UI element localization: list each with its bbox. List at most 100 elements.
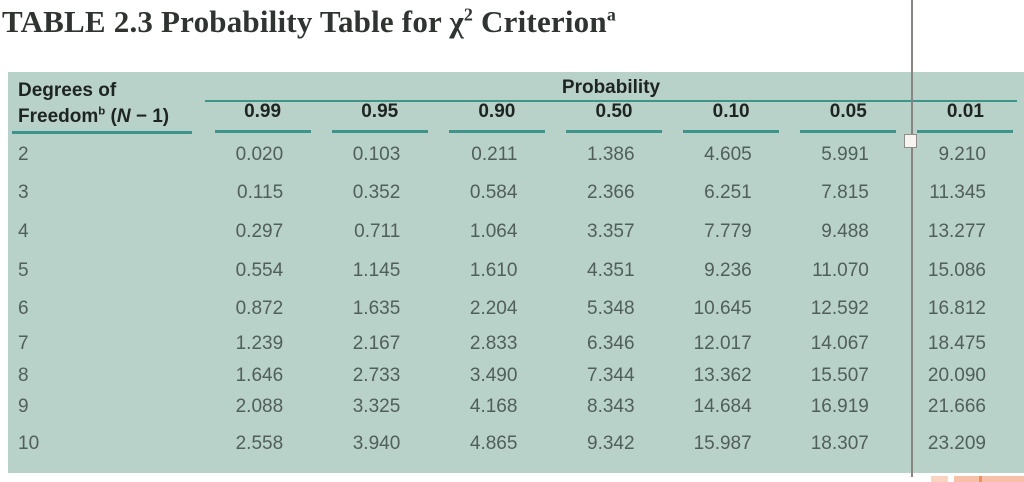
column-underline: [331, 130, 428, 133]
highlight-fragment: [979, 476, 982, 482]
value-cell: 0.352: [352, 182, 401, 203]
value-cell: 12.017: [693, 332, 752, 354]
df-cell: 3: [18, 182, 29, 203]
value-cell: 0.872: [235, 297, 284, 319]
value-cell: 1.386: [587, 143, 635, 165]
column-header-row: 0.99 0.95 0.90 0.50 0.10 0.05 0.01: [204, 100, 1024, 133]
highlight-fragment: [931, 476, 948, 482]
table-body: 2 0.020 0.103 0.211 1.386 4.605 5.991 9.…: [8, 135, 1024, 466]
value-cell: 7.779: [704, 220, 752, 242]
value-cell: 7.815: [821, 182, 869, 203]
value-cell: 0.115: [237, 182, 284, 203]
chi-exponent: 2: [463, 4, 474, 25]
value-cell: 9.342: [587, 433, 635, 454]
value-cell: 15.086: [927, 259, 986, 281]
value-cell: 9.488: [821, 220, 869, 242]
value-cell: 2.833: [469, 332, 518, 354]
value-cell: 12.592: [810, 297, 869, 319]
value-cell: 0.211: [471, 143, 518, 165]
value-cell: 4.605: [704, 143, 752, 165]
table-row: 4 0.297 0.711 1.064 3.357 7.779 9.488 13…: [8, 212, 1024, 251]
value-cell: 16.919: [810, 395, 869, 417]
value-cell: 18.475: [927, 332, 986, 354]
column-underline: [917, 130, 1014, 133]
page-title: TABLE 2.3 Probability Table for χ2 Crite…: [2, 4, 882, 40]
column-header: 0.95: [321, 100, 438, 133]
value-cell: 23.209: [927, 433, 986, 454]
value-cell: 3.940: [352, 433, 401, 454]
value-cell: 15.507: [810, 364, 869, 386]
value-cell: 2.366: [587, 182, 635, 203]
title-text: Criterion: [473, 4, 607, 39]
value-cell: 3.325: [352, 395, 401, 417]
value-cell: 0.584: [469, 182, 518, 203]
column-underline: [683, 130, 780, 133]
column-underline: [565, 130, 663, 133]
value-cell: 2.204: [469, 297, 518, 319]
value-cell: 2.733: [352, 364, 401, 386]
value-cell: 10.645: [693, 297, 752, 319]
table-row: 8 1.646 2.733 3.490 7.344 13.362 15.507 …: [8, 360, 1024, 391]
df-cell: 2: [18, 143, 29, 165]
value-cell: 14.067: [810, 332, 869, 354]
value-cell: 0.020: [235, 143, 284, 165]
row-header-underline: [12, 131, 192, 134]
table-row: 3 0.115 0.352 0.584 2.366 6.251 7.815 11…: [8, 174, 1024, 212]
value-cell: 14.684: [693, 395, 752, 417]
column-group-header: Probability: [561, 77, 661, 98]
row-group-header-line2: Freedomb (N − 1): [18, 105, 170, 127]
row-group-header-line1: Degrees of: [18, 80, 117, 101]
df-cell: 4: [18, 220, 29, 242]
highlight-fragment: [982, 476, 1024, 482]
value-cell: 3.357: [587, 220, 635, 242]
table-row: 9 2.088 3.325 4.168 8.343 14.684 16.919 …: [8, 391, 1024, 422]
value-cell: 5.991: [821, 143, 869, 165]
footnote-marker-b: b: [98, 105, 106, 118]
column-underline: [448, 130, 545, 133]
title-text: TABLE 2.3 Probability Table for: [2, 4, 450, 39]
value-cell: 18.307: [810, 433, 869, 454]
value-cell: 6.346: [587, 332, 635, 354]
df-cell: 5: [18, 259, 29, 281]
value-cell: 0.554: [235, 259, 284, 281]
value-cell: 4.351: [587, 259, 635, 281]
value-cell: 16.812: [927, 297, 986, 319]
column-header: 0.10: [673, 100, 790, 133]
value-cell: 9.236: [704, 259, 752, 281]
df-cell: 10: [18, 433, 40, 454]
column-header: 0.05: [790, 100, 907, 133]
column-header: 0.01: [907, 100, 1024, 133]
value-cell: 2.167: [352, 332, 401, 354]
column-underline: [214, 130, 311, 133]
value-cell: 1.635: [352, 297, 401, 319]
value-cell: 13.362: [693, 364, 752, 386]
table-row: 2 0.020 0.103 0.211 1.386 4.605 5.991 9.…: [8, 135, 1024, 174]
value-cell: 11.345: [929, 182, 986, 203]
value-cell: 1.610: [469, 259, 518, 281]
value-cell: 7.344: [587, 364, 635, 386]
value-cell: 0.103: [352, 143, 401, 165]
value-cell: 3.490: [469, 364, 518, 386]
value-cell: 4.168: [469, 395, 518, 417]
value-cell: 8.343: [587, 395, 635, 417]
value-cell: 0.711: [354, 220, 401, 242]
value-cell: 1.145: [352, 259, 401, 281]
value-cell: 15.987: [693, 433, 752, 454]
chi-symbol: χ: [449, 4, 464, 39]
row-group-header: Degrees of Freedomb (N − 1): [18, 78, 169, 130]
df-cell: 7: [18, 332, 29, 354]
highlight-fragment: [954, 476, 979, 482]
value-cell: 0.297: [235, 220, 284, 242]
value-cell: 1.239: [235, 332, 284, 354]
value-cell: 9.210: [938, 143, 986, 165]
value-cell: 21.666: [927, 395, 986, 417]
df-cell: 6: [18, 297, 29, 319]
table-row: 7 1.239 2.167 2.833 6.346 12.017 14.067 …: [8, 327, 1024, 360]
probability-table: Degrees of Freedomb (N − 1) Probability …: [8, 72, 1024, 473]
df-cell: 9: [18, 395, 29, 417]
table-row: 5 0.554 1.145 1.610 4.351 9.236 11.070 1…: [8, 251, 1024, 290]
column-group-underline: [205, 100, 1017, 102]
square-drag-handle-icon[interactable]: [904, 134, 917, 148]
title-footnote-marker: a: [606, 4, 617, 25]
column-underline: [800, 130, 897, 133]
